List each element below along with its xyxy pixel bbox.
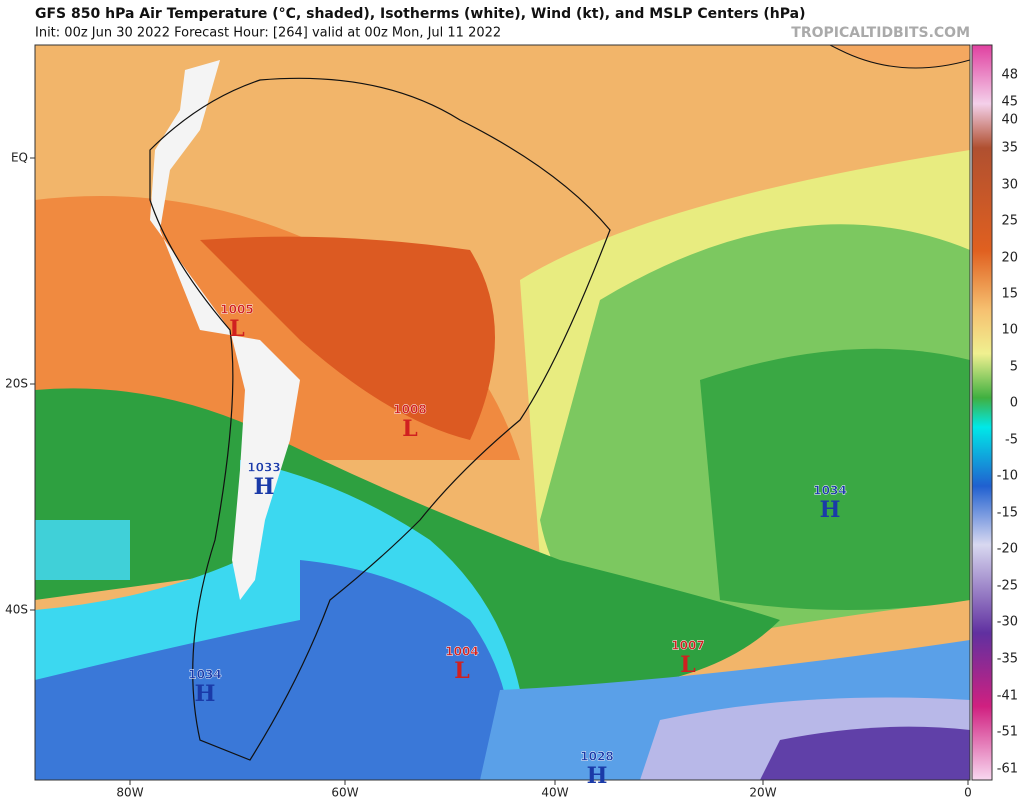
center-letter: H (587, 763, 608, 789)
colorbar-label: 25 (1001, 214, 1018, 229)
center-letter: L (229, 316, 244, 342)
colorbar-label: 15 (1001, 287, 1018, 302)
colorbar-label: -25 (997, 579, 1018, 594)
center-value: 1028 (580, 750, 613, 764)
center-letter: L (402, 416, 417, 442)
colorbar-label: 20 (1001, 251, 1018, 266)
brand: TROPICALTIDBITS.COM (791, 25, 970, 41)
center-value: 1034 (188, 668, 221, 682)
colorbar-label: -61 (997, 762, 1018, 777)
center-value: 1034 (813, 484, 846, 498)
colorbar-label: -20 (997, 542, 1018, 557)
colorbar-label: 30 (1001, 178, 1018, 193)
colorbar-label: -10 (997, 469, 1018, 484)
colorbar-label: -5 (1005, 433, 1018, 448)
colorbar-label: 10 (1001, 323, 1018, 338)
colder-region (35, 560, 512, 780)
colorbar-label: -15 (997, 506, 1018, 521)
center-value: 1008 (393, 403, 426, 417)
map (35, 45, 970, 780)
green-region (700, 348, 970, 610)
colorbar-label: 48 (1001, 68, 1018, 83)
coastline (149, 77, 611, 761)
colorbar-label: -41 (997, 689, 1018, 704)
colorbar-label: -35 (997, 652, 1018, 667)
hot-region (200, 236, 495, 440)
lat-label: 40S (5, 603, 28, 617)
center-letter: L (680, 652, 695, 678)
lon-label: 80W (116, 786, 143, 800)
colorbar-label: 0 (1010, 396, 1018, 411)
africa-coast (829, 45, 970, 69)
center-letter: H (820, 497, 841, 523)
polar-core (760, 726, 970, 780)
center-letter: L (454, 658, 469, 684)
cold-patch (35, 520, 130, 580)
colorbar-label: -51 (997, 725, 1018, 740)
lat-label: EQ (11, 151, 28, 165)
lat-label: 20S (5, 377, 28, 391)
center-value: 1005 (220, 303, 253, 317)
colorbar-label: 40 (1001, 113, 1018, 128)
colorbar-label: 45 (1001, 95, 1018, 110)
lon-label: 40W (541, 786, 568, 800)
colorbar-label: 5 (1010, 360, 1018, 375)
colorbar-label: 35 (1001, 141, 1018, 156)
colorbar (971, 44, 993, 781)
andes-mask (150, 60, 300, 600)
subtitle: Init: 00z Jun 30 2022 Forecast Hour: [26… (35, 26, 501, 41)
center-letter: H (254, 474, 275, 500)
map-frame (34, 44, 971, 781)
center-value: 1004 (445, 645, 478, 659)
title: GFS 850 hPa Air Temperature (°C, shaded)… (35, 6, 806, 22)
center-letter: H (195, 681, 216, 707)
lon-label: 20W (749, 786, 776, 800)
lon-label: 60W (331, 786, 358, 800)
center-value: 1033 (247, 461, 280, 475)
colorbar-label: -30 (997, 615, 1018, 630)
lon-label: 0 (964, 786, 972, 800)
center-value: 1007 (671, 639, 704, 653)
